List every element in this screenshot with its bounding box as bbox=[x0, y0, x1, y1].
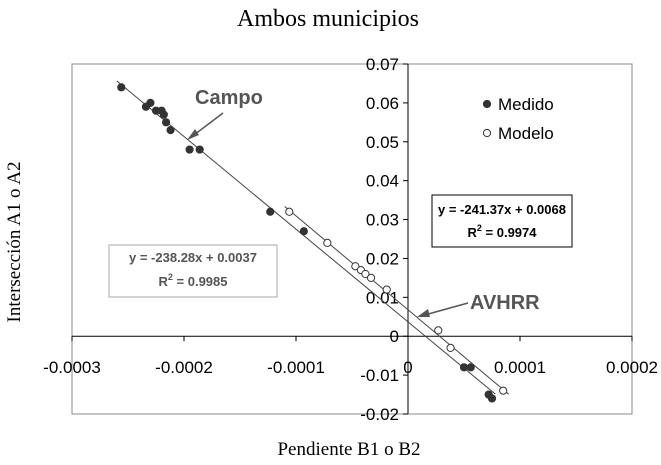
data-points bbox=[117, 83, 508, 403]
point-medido bbox=[166, 126, 175, 135]
r-squared-modelo-value: = 0.9974 bbox=[482, 225, 537, 240]
legend: Medido Modelo bbox=[482, 95, 554, 143]
annotation-campo-arrowhead bbox=[187, 129, 199, 140]
trendlines bbox=[116, 80, 510, 395]
point-medido bbox=[185, 145, 194, 154]
point-modelo bbox=[382, 285, 391, 294]
y-tick-label: 0.01 bbox=[366, 288, 399, 307]
y-tick-label: -0.02 bbox=[360, 405, 399, 424]
r-squared-medido-value: = 0.9985 bbox=[173, 274, 228, 289]
x-tick-label: 0.0002 bbox=[606, 358, 658, 377]
point-modelo bbox=[323, 238, 332, 247]
r-squared-modelo-prefix: R bbox=[468, 225, 478, 240]
legend-label-modelo: Modelo bbox=[498, 124, 554, 143]
y-tick-label: 0.04 bbox=[366, 172, 399, 191]
trendline-medido bbox=[116, 80, 496, 395]
equation-modelo: y = -241.37x + 0.0068 bbox=[438, 202, 566, 217]
y-tick-label: 0.07 bbox=[366, 55, 399, 74]
y-tick-label: 0.02 bbox=[366, 249, 399, 268]
point-medido bbox=[466, 363, 475, 372]
point-modelo bbox=[434, 326, 443, 335]
y-tick-label: 0.06 bbox=[366, 94, 399, 113]
point-medido bbox=[161, 118, 171, 127]
legend-marker-modelo bbox=[482, 128, 492, 138]
y-tick-label: 0.03 bbox=[366, 211, 399, 230]
y-tick-label: -0.01 bbox=[360, 366, 399, 385]
annotation-avhrr: AVHRR bbox=[417, 292, 540, 317]
legend-label-medido: Medido bbox=[498, 95, 554, 114]
x-tick-label: 0.0001 bbox=[494, 358, 546, 377]
equation-box-medido: y = -238.28x + 0.0037 R2 = 0.9985 bbox=[108, 244, 278, 298]
r-squared-medido-prefix: R bbox=[159, 274, 169, 289]
point-medido bbox=[159, 110, 168, 119]
point-modelo bbox=[361, 269, 370, 279]
point-medido bbox=[459, 363, 469, 372]
equation-box-medido-frame bbox=[108, 244, 278, 298]
equation-box-modelo-frame bbox=[431, 194, 573, 248]
x-tick-label: -0.0001 bbox=[267, 358, 325, 377]
point-modelo bbox=[366, 273, 376, 282]
y-tick-label: 0 bbox=[390, 327, 399, 346]
equation-box-modelo: y = -241.37x + 0.0068 R2 = 0.9974 bbox=[431, 194, 573, 248]
r-squared-modelo-sup: 2 bbox=[477, 223, 482, 233]
legend-marker-medido bbox=[482, 99, 492, 109]
plot-frame bbox=[71, 63, 633, 415]
point-medido bbox=[146, 98, 155, 107]
point-modelo bbox=[499, 386, 508, 395]
x-tick-label: -0.0003 bbox=[43, 358, 101, 377]
r-squared-modelo: R2 = 0.9974 bbox=[468, 223, 538, 240]
r-squared-medido-sup: 2 bbox=[168, 272, 173, 282]
point-medido bbox=[117, 83, 126, 92]
annotation-campo: Campo bbox=[187, 87, 263, 140]
x-tick-label: -0.0002 bbox=[155, 358, 213, 377]
trendline-modelo bbox=[284, 206, 510, 395]
annotation-avhrr-label: AVHRR bbox=[470, 292, 540, 314]
r-squared-medido: R2 = 0.9985 bbox=[159, 272, 228, 289]
point-modelo bbox=[351, 262, 360, 271]
x-tick-label: 0 bbox=[403, 358, 412, 377]
y-tick-label: 0.05 bbox=[366, 133, 399, 152]
point-modelo bbox=[285, 207, 294, 216]
y-axis-title: Intersección A1 o A2 bbox=[4, 162, 25, 323]
equation-medido: y = -238.28x + 0.0037 bbox=[129, 250, 257, 265]
point-medido bbox=[487, 394, 497, 403]
axes: -0.0003 -0.0002 -0.0001 0 0.0001 0.0002 -0.02 -… bbox=[43, 55, 658, 424]
point-modelo bbox=[446, 343, 455, 352]
annotation-avhrr-arrowhead bbox=[417, 309, 430, 317]
x-axis-title: Pendiente B1 o B2 bbox=[277, 439, 420, 460]
point-medido bbox=[195, 145, 204, 154]
annotation-campo-label: Campo bbox=[195, 87, 263, 109]
point-medido bbox=[266, 207, 275, 216]
point-medido bbox=[299, 227, 308, 236]
chart-title: Ambos municipios bbox=[237, 6, 419, 32]
